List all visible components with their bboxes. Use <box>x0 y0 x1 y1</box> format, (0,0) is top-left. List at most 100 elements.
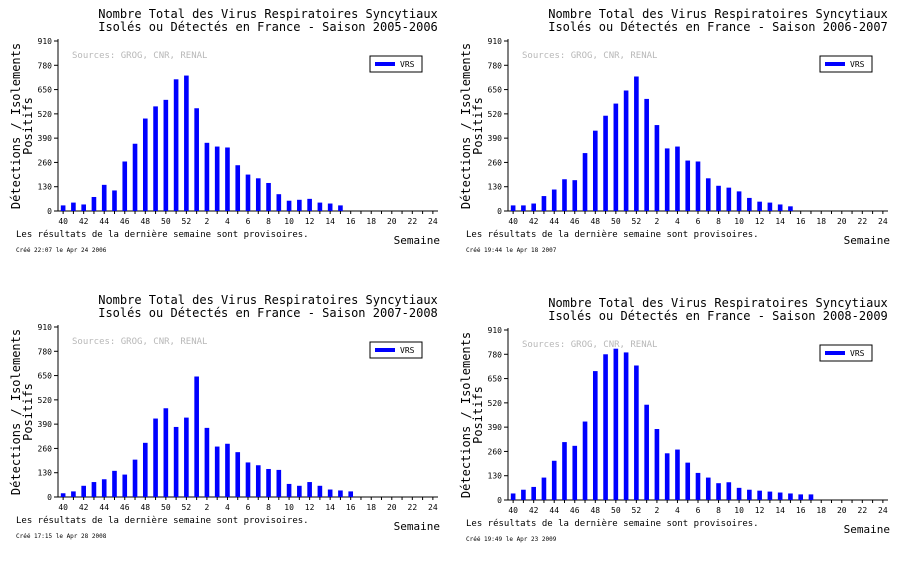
bar <box>623 352 629 500</box>
bar <box>634 365 639 500</box>
x-tick-label: 40 <box>508 506 518 515</box>
x-tick-label: 4 <box>675 217 680 226</box>
bar <box>214 446 220 497</box>
x-tick-label: 44 <box>99 217 109 226</box>
bar <box>654 429 660 500</box>
bar <box>664 148 670 211</box>
bar <box>736 487 742 500</box>
bar <box>798 494 804 500</box>
bar <box>225 443 230 497</box>
x-tick-label: 14 <box>325 503 335 512</box>
bar <box>142 118 148 211</box>
x-tick-label: 18 <box>366 503 376 512</box>
x-tick-label: 50 <box>161 503 171 512</box>
bar <box>60 493 66 497</box>
bar <box>705 178 711 211</box>
bar <box>266 468 271 497</box>
bar <box>214 146 220 211</box>
sources-text: Sources: GROG, CNR, RENAL <box>522 51 657 61</box>
legend-swatch <box>825 351 845 355</box>
chart-subtitle: Isolés ou Détectés en France - Saison 20… <box>548 20 888 34</box>
x-tick-label: 20 <box>387 217 397 226</box>
bar <box>572 180 578 211</box>
chart-svg: Nombre Total des Virus Respiratoires Syn… <box>459 296 890 543</box>
chart-svg: Nombre Total des Virus Respiratoires Syn… <box>459 7 890 254</box>
bar <box>276 194 282 211</box>
bar <box>664 453 670 500</box>
bar <box>510 493 516 500</box>
y-tick-label: 910 <box>488 37 503 46</box>
bar <box>562 179 567 211</box>
bar <box>551 460 557 500</box>
x-tick-label: 8 <box>266 217 271 226</box>
x-tick-label: 20 <box>387 503 397 512</box>
bar <box>225 147 230 211</box>
x-tick-label: 20 <box>837 506 847 515</box>
y-tick-label: 130 <box>488 183 503 192</box>
y-tick-label: 910 <box>38 37 53 46</box>
sources-text: Sources: GROG, CNR, RENAL <box>72 51 207 61</box>
bar <box>685 160 691 211</box>
x-tick-label: 6 <box>696 506 701 515</box>
x-tick-label: 42 <box>529 506 539 515</box>
bar <box>654 125 660 211</box>
chart-svg: Nombre Total des Virus Respiratoires Syn… <box>9 293 440 540</box>
bar <box>132 459 138 497</box>
legend-swatch <box>825 62 845 66</box>
bar <box>521 489 526 500</box>
bar <box>767 491 773 500</box>
x-tick-label: 52 <box>182 503 192 512</box>
bar <box>531 203 536 211</box>
y-tick-label: 0 <box>47 207 52 216</box>
bar <box>173 79 179 212</box>
bar <box>71 491 76 497</box>
bar <box>338 490 343 497</box>
y-tick-label: 520 <box>488 110 503 119</box>
x-tick-label: 12 <box>305 217 315 226</box>
bar <box>163 408 169 497</box>
bar <box>685 462 691 500</box>
y-tick-label: 910 <box>38 323 53 332</box>
legend-label: VRS <box>400 346 415 355</box>
bar <box>255 178 261 211</box>
bar <box>142 442 148 497</box>
bar <box>592 371 598 500</box>
x-tick-label: 24 <box>428 503 438 512</box>
x-tick-label: 22 <box>858 506 868 515</box>
bar <box>307 198 312 211</box>
bar <box>327 203 333 211</box>
bar <box>153 418 158 497</box>
y-tick-label: 130 <box>488 472 503 481</box>
bar <box>194 108 199 211</box>
x-tick-label: 4 <box>675 506 680 515</box>
x-tick-label: 50 <box>161 217 171 226</box>
y-tick-label: 260 <box>488 158 503 167</box>
bar <box>757 201 762 211</box>
x-tick-label: 22 <box>408 217 418 226</box>
y-tick-label: 650 <box>38 86 53 95</box>
y-tick-label: 260 <box>38 444 53 453</box>
bar <box>71 202 76 211</box>
bar <box>245 462 251 497</box>
provisional-note: Les résultats de la dernière semaine son… <box>16 515 309 526</box>
x-tick-label: 16 <box>346 503 356 512</box>
bar <box>613 103 619 211</box>
bar <box>327 489 333 497</box>
x-tick-label: 10 <box>284 503 294 512</box>
created-timestamp: Créé 19:44 le Apr 18 2007 <box>466 247 557 254</box>
bar <box>122 161 128 211</box>
y-axis-label-line2: Positifs <box>471 97 485 155</box>
bar <box>297 199 302 211</box>
legend-swatch <box>375 348 395 352</box>
chart-panel-2005-2006: Nombre Total des Virus Respiratoires Syn… <box>8 6 453 276</box>
bar <box>603 115 608 211</box>
x-tick-label: 22 <box>408 503 418 512</box>
x-tick-label: 22 <box>858 217 868 226</box>
bar <box>551 189 557 211</box>
bar <box>317 202 323 211</box>
y-tick-label: 780 <box>38 61 53 70</box>
bar <box>204 427 210 497</box>
x-tick-label: 46 <box>570 506 580 515</box>
y-tick-label: 520 <box>38 110 53 119</box>
bar <box>582 153 588 211</box>
